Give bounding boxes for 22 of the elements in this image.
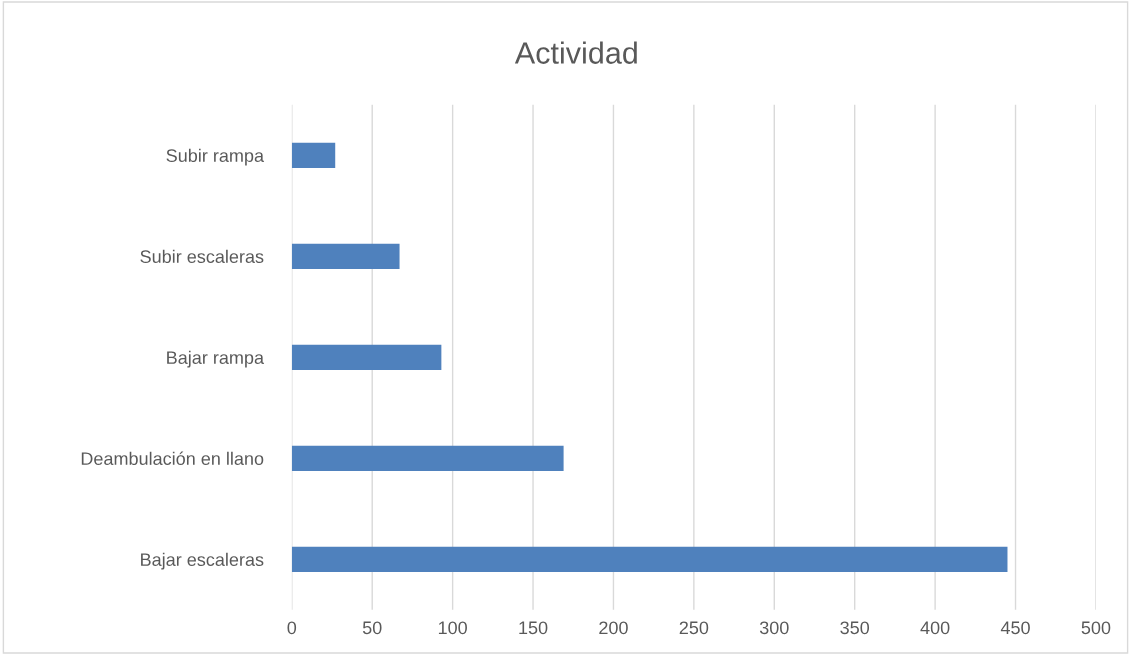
y-tick-label: Bajar escaleras	[141, 552, 264, 570]
x-tick-label: 150	[519, 621, 548, 635]
x-tick-label: 450	[1000, 621, 1030, 635]
chart-title: Actividad	[514, 41, 637, 64]
bar	[291, 344, 442, 370]
y-tick-label: Deambulación en llano	[81, 451, 264, 466]
x-tick-label: 500	[1081, 621, 1111, 635]
x-tick-label: 250	[679, 621, 709, 635]
x-tick-label: 0	[287, 621, 297, 635]
y-tick-label: Subir rampa	[166, 148, 265, 166]
x-tick-label: 350	[840, 621, 870, 635]
x-tick-label: 100	[438, 621, 467, 635]
bar	[291, 546, 1008, 572]
bar	[291, 243, 400, 269]
x-tick-label: 300	[759, 621, 789, 635]
y-tick-label: Bajar rampa	[167, 350, 265, 368]
bar	[291, 142, 336, 168]
x-tick-label: 400	[920, 621, 950, 635]
bar	[291, 445, 564, 471]
x-tick-label: 200	[599, 621, 628, 635]
y-tick-label: Subir escaleras	[140, 249, 264, 264]
x-tick-label: 50	[362, 621, 382, 635]
